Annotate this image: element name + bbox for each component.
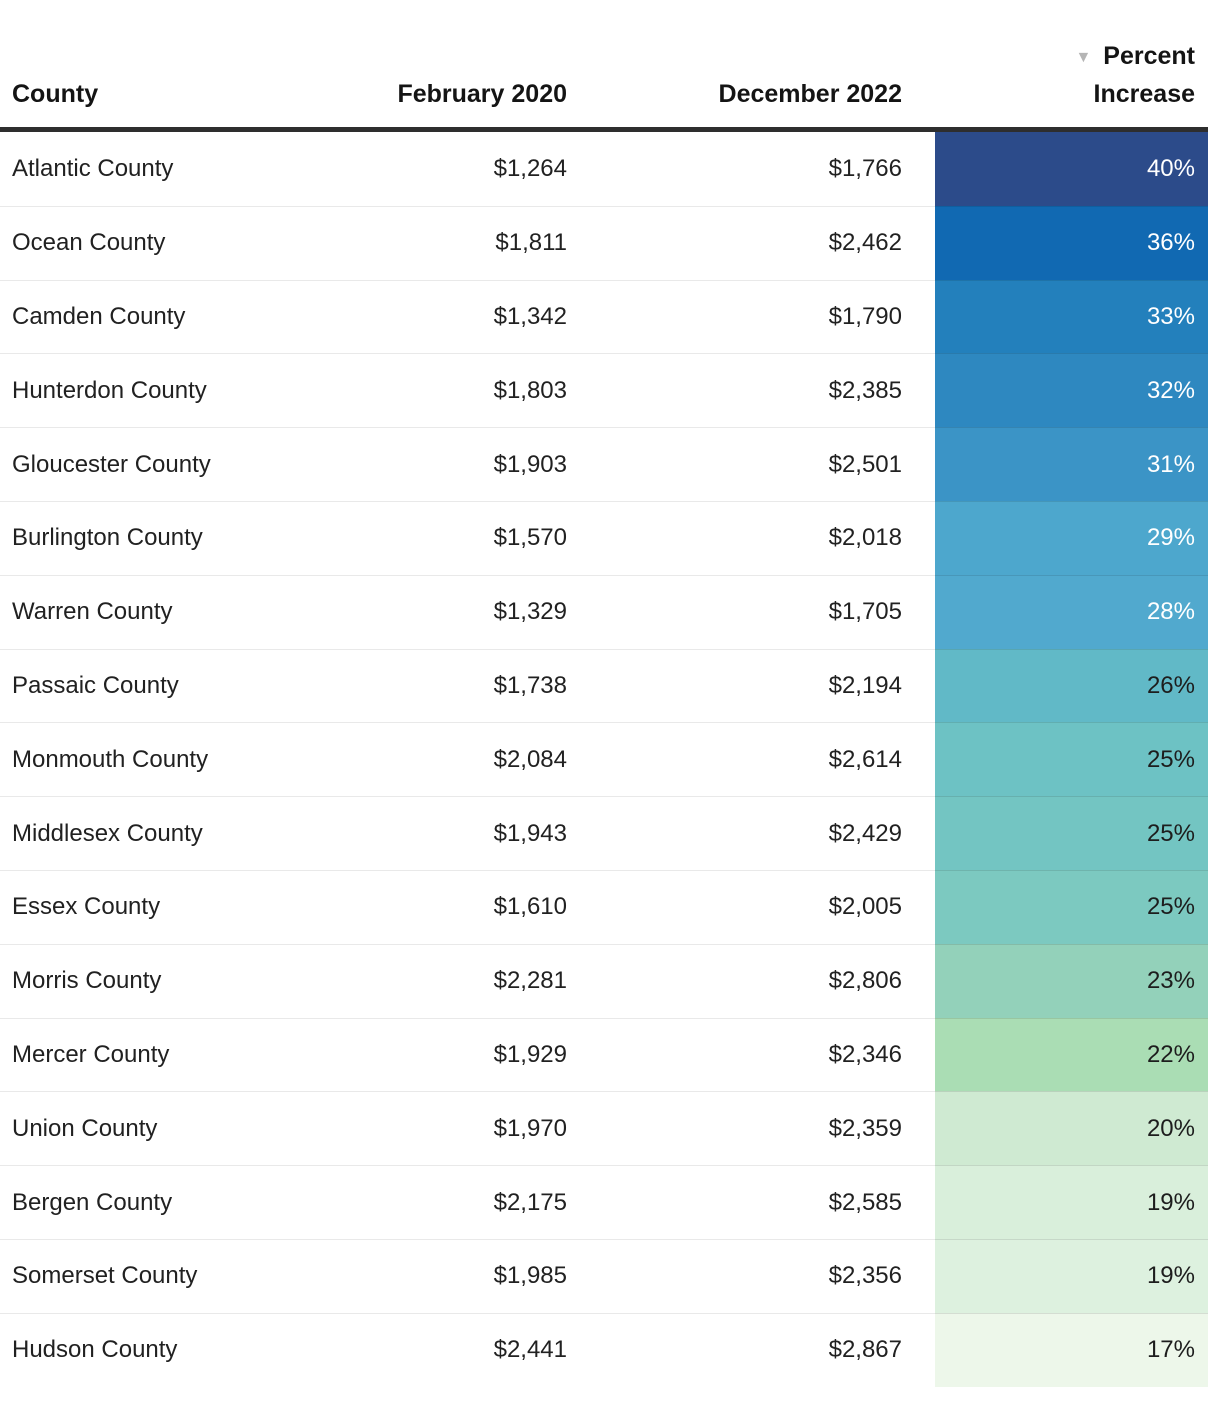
december-2022-cell: $2,018 [600, 500, 935, 575]
february-2020-cell: $1,985 [350, 1238, 600, 1313]
table-row: Union County $1,970 $2,359 20% [0, 1091, 1208, 1166]
february-2020-cell: $2,175 [350, 1165, 600, 1239]
december-2022-cell: $2,385 [600, 353, 935, 427]
table-row: Morris County $2,281 $2,806 23% [0, 943, 1208, 1018]
december-2022-cell: $2,501 [600, 427, 935, 501]
february-2020-cell: $2,441 [350, 1312, 600, 1387]
february-2020-cell: $1,329 [350, 574, 600, 649]
december-2022-cell: $2,359 [600, 1091, 935, 1165]
table-row: Hudson County $2,441 $2,867 17% [0, 1312, 1208, 1387]
february-2020-cell: $1,929 [350, 1017, 600, 1092]
february-2020-cell: $1,943 [350, 796, 600, 870]
county-cell: Burlington County [0, 500, 350, 575]
percent-increase-cell: 25% [935, 796, 1208, 870]
percent-increase-cell: 23% [935, 943, 1208, 1018]
percent-increase-cell: 28% [935, 574, 1208, 649]
column-header-percent-increase[interactable]: ▼ Percent Increase [935, 39, 1208, 111]
february-2020-cell: $1,970 [350, 1091, 600, 1165]
table-row: Mercer County $1,929 $2,346 22% [0, 1017, 1208, 1092]
february-2020-cell: $1,610 [350, 869, 600, 944]
table-row: Burlington County $1,570 $2,018 29% [0, 500, 1208, 575]
february-2020-cell: $1,803 [350, 353, 600, 427]
county-cell: Monmouth County [0, 722, 350, 796]
december-2022-cell: $2,194 [600, 648, 935, 723]
county-cell: Morris County [0, 943, 350, 1018]
county-cell: Camden County [0, 279, 350, 354]
county-cell: Somerset County [0, 1238, 350, 1313]
december-2022-cell: $2,346 [600, 1017, 935, 1092]
table-row: Gloucester County $1,903 $2,501 31% [0, 427, 1208, 501]
table-row: Passaic County $1,738 $2,194 26% [0, 648, 1208, 723]
county-cell: Warren County [0, 574, 350, 649]
table-row: Hunterdon County $1,803 $2,385 32% [0, 353, 1208, 428]
county-cell: Middlesex County [0, 796, 350, 870]
december-2022-cell: $2,585 [600, 1165, 935, 1239]
percent-increase-cell: 29% [935, 500, 1208, 575]
december-2022-cell: $2,806 [600, 943, 935, 1018]
december-2022-cell: $1,705 [600, 574, 935, 649]
county-cell: Bergen County [0, 1165, 350, 1239]
column-header-december-2022[interactable]: December 2022 [718, 80, 902, 108]
table-row: Camden County $1,342 $1,790 33% [0, 279, 1208, 354]
february-2020-cell: $1,903 [350, 427, 600, 501]
table-row: Ocean County $1,811 $2,462 36% [0, 205, 1208, 280]
table-header: County February 2020 December 2022 ▼ Perc… [0, 0, 1208, 132]
table-row: Monmouth County $2,084 $2,614 25% [0, 722, 1208, 797]
february-2020-cell: $1,342 [350, 279, 600, 354]
percent-increase-cell: 17% [935, 1312, 1208, 1387]
percent-increase-cell: 20% [935, 1091, 1208, 1166]
percent-increase-cell: 40% [935, 132, 1208, 206]
february-2020-cell: $1,264 [493, 154, 567, 182]
december-2022-cell: $2,429 [600, 796, 935, 870]
table-row: Bergen County $2,175 $2,585 19% [0, 1165, 1208, 1239]
december-2022-cell: $1,790 [600, 279, 935, 354]
table-row: Warren County $1,329 $1,705 28% [0, 574, 1208, 649]
county-cell: Ocean County [0, 205, 350, 280]
percent-increase-cell: 19% [935, 1165, 1208, 1239]
december-2022-cell: $2,614 [600, 722, 935, 796]
february-2020-cell: $2,084 [350, 722, 600, 796]
county-cell: Atlantic County [12, 154, 174, 182]
table-row: Somerset County $1,985 $2,356 19% [0, 1238, 1208, 1313]
february-2020-cell: $1,570 [350, 500, 600, 575]
december-2022-cell: $2,005 [600, 869, 935, 944]
percent-increase-cell: 25% [935, 869, 1208, 944]
december-2022-cell: $2,867 [600, 1312, 935, 1387]
county-cell: Gloucester County [0, 427, 350, 501]
county-cell: Union County [0, 1091, 350, 1165]
sort-desc-icon: ▼ [1075, 49, 1092, 66]
percent-increase-cell: 25% [935, 722, 1208, 797]
column-header-county[interactable]: County [12, 80, 99, 108]
december-2022-cell: $1,766 [828, 154, 902, 182]
february-2020-cell: $1,811 [350, 205, 600, 280]
december-2022-cell: $2,462 [600, 205, 935, 280]
county-cell: Mercer County [0, 1017, 350, 1092]
december-2022-cell: $2,356 [600, 1238, 935, 1313]
table-row: Atlantic County $1,264 $1,766 40% [0, 132, 1208, 206]
county-cell: Essex County [0, 869, 350, 944]
percent-increase-cell: 32% [935, 353, 1208, 428]
percent-header-line1: Percent [1103, 42, 1195, 70]
table-row: Middlesex County $1,943 $2,429 25% [0, 796, 1208, 870]
february-2020-cell: $2,281 [350, 943, 600, 1018]
table-body: Atlantic County $1,264 $1,766 40% Ocean … [0, 132, 1208, 1387]
percent-increase-cell: 26% [935, 648, 1208, 723]
percent-increase-cell: 19% [935, 1238, 1208, 1313]
county-cell: Hudson County [0, 1312, 350, 1387]
percent-increase-cell: 33% [935, 279, 1208, 354]
percent-increase-cell: 22% [935, 1017, 1208, 1092]
percent-increase-cell: 36% [935, 205, 1208, 280]
percent-increase-cell: 31% [935, 427, 1208, 501]
percent-header-line2: Increase [1093, 80, 1195, 108]
february-2020-cell: $1,738 [350, 648, 600, 723]
county-cell: Hunterdon County [0, 353, 350, 427]
column-header-february-2020[interactable]: February 2020 [397, 80, 567, 108]
county-cell: Passaic County [0, 648, 350, 723]
table-row: Essex County $1,610 $2,005 25% [0, 869, 1208, 944]
